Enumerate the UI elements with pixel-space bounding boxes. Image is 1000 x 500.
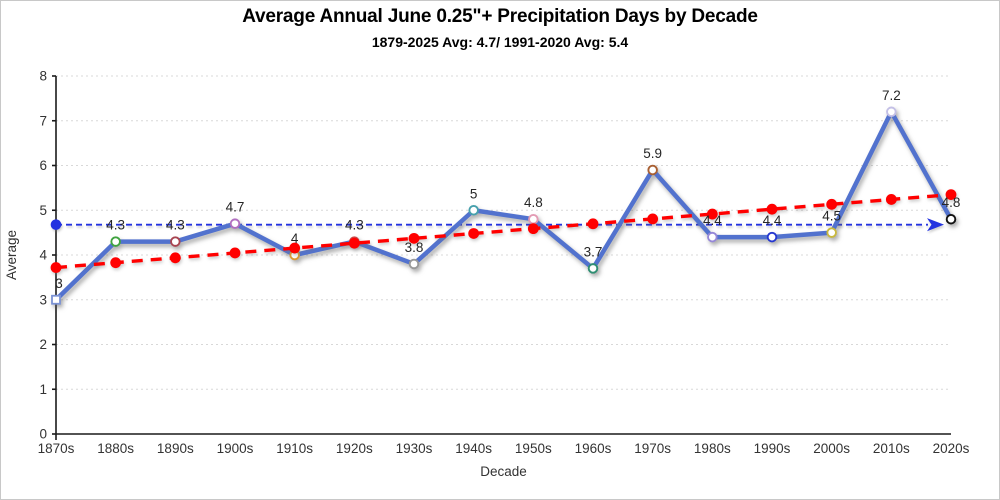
- data-point-marker: [408, 258, 420, 270]
- data-label: 4.8: [524, 195, 543, 210]
- trend-point: [647, 213, 659, 225]
- data-point-marker: [587, 263, 599, 274]
- trend-line: [55, 192, 952, 270]
- trend-point: [885, 194, 897, 205]
- data-label: 5.9: [643, 146, 662, 161]
- data-point-marker: [766, 231, 778, 243]
- x-tick-label: 2010s: [873, 441, 910, 456]
- data-point-marker: [826, 227, 837, 238]
- x-tick-label: 1880s: [97, 441, 134, 456]
- data-point-marker: [229, 218, 241, 229]
- y-tick-label: 1: [39, 382, 47, 397]
- y-tick-label: 7: [39, 113, 47, 128]
- data-label: 4.3: [166, 218, 185, 233]
- x-tick-label: 1970s: [634, 441, 671, 456]
- data-point-marker: [110, 236, 121, 247]
- chart-subtitle: 1879-2025 Avg: 4.7/ 1991-2020 Avg: 5.4: [371, 34, 629, 50]
- data-label: 7.2: [882, 88, 901, 103]
- data-label: 4.4: [763, 213, 782, 228]
- y-tick-label: 2: [39, 337, 47, 352]
- x-tick-label: 1930s: [396, 441, 433, 456]
- data-label: 4.5: [822, 209, 841, 224]
- x-tick-label: 1990s: [754, 441, 791, 456]
- data-point-marker: [468, 204, 479, 216]
- data-point-marker: [707, 231, 718, 243]
- trend-point: [229, 247, 241, 259]
- x-tick-label: 1960s: [575, 441, 612, 456]
- trend-point: [289, 242, 301, 254]
- x-tick-label: 1890s: [157, 441, 194, 456]
- trend-point: [468, 228, 480, 239]
- y-tick-label: 8: [39, 69, 47, 84]
- data-point-marker: [945, 213, 957, 225]
- trend-point: [50, 262, 62, 273]
- trend-group: [50, 189, 957, 273]
- trend-point: [587, 218, 599, 230]
- data-point-marker: [528, 213, 539, 225]
- data-label: 4.3: [106, 218, 125, 233]
- trend-point: [527, 223, 539, 235]
- trend-point: [945, 189, 957, 200]
- average-line-start-dot: [50, 219, 62, 230]
- trend-point: [826, 198, 838, 210]
- data-label: 3: [55, 276, 63, 291]
- data-label: 4.7: [226, 200, 245, 215]
- data-label: 3.7: [584, 244, 603, 259]
- data-label: 4.4: [703, 213, 722, 228]
- y-axis-title: Average: [4, 230, 19, 280]
- y-tick-label: 3: [39, 292, 47, 307]
- trend-point: [408, 232, 420, 244]
- data-point-marker: [647, 164, 658, 176]
- x-tick-label: 1980s: [694, 441, 731, 456]
- x-tick-label: 1900s: [217, 441, 254, 456]
- data-label: 4.3: [345, 218, 364, 233]
- x-tick-label: 1920s: [336, 441, 373, 456]
- data-point-marker: [51, 294, 61, 305]
- y-tick-label: 6: [39, 158, 47, 173]
- y-tick-label: 0: [39, 427, 47, 442]
- decade-series-group: [51, 106, 957, 305]
- x-tick-label: 1870s: [38, 441, 75, 456]
- chart-title: Average Annual June 0.25"+ Precipitation…: [242, 6, 758, 27]
- trend-point: [348, 237, 360, 249]
- series-line: [53, 109, 954, 302]
- data-label: 3.8: [405, 240, 424, 255]
- y-tick-label: 5: [39, 203, 47, 218]
- data-point-marker: [886, 106, 897, 118]
- average-reference-group: [50, 218, 944, 232]
- average-line-arrow: [927, 218, 944, 232]
- x-tick-label: 2020s: [933, 441, 970, 456]
- x-axis-title: Decade: [480, 464, 527, 479]
- trend-point: [169, 252, 181, 264]
- data-point-marker: [170, 236, 181, 247]
- x-tick-label: 1950s: [515, 441, 552, 456]
- x-tick-label: 1940s: [455, 441, 492, 456]
- data-label: 5: [470, 186, 478, 201]
- trend-point: [706, 208, 718, 220]
- data-label: 4: [291, 231, 299, 246]
- trend-point: [766, 203, 778, 215]
- x-tick-label: 1910s: [276, 441, 313, 456]
- trend-point: [110, 257, 122, 269]
- x-tick-label: 2000s: [813, 441, 850, 456]
- data-label: 4.8: [942, 195, 961, 210]
- y-tick-label: 4: [39, 248, 47, 263]
